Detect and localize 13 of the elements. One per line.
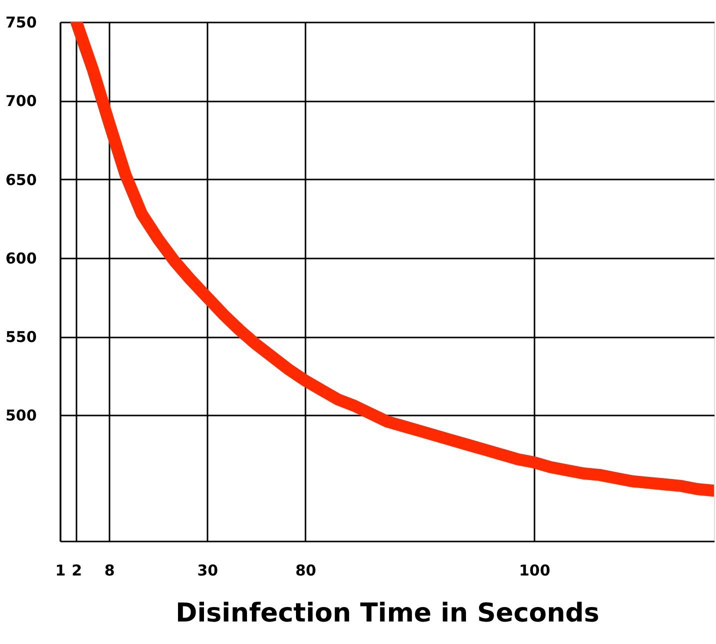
x-tick-label: 30 bbox=[197, 562, 218, 580]
x-tick-label: 80 bbox=[295, 562, 316, 580]
x-tick-label: 2 bbox=[72, 562, 82, 580]
x-tick-label: 1 bbox=[55, 562, 66, 580]
y-tick-label: 750 bbox=[6, 14, 37, 32]
y-tick-label: 550 bbox=[6, 328, 37, 346]
y-tick-label: 700 bbox=[6, 92, 37, 110]
x-axis-title: Disinfection Time in Seconds bbox=[176, 598, 600, 628]
y-tick-label: 650 bbox=[6, 170, 37, 189]
y-tick-label: 600 bbox=[6, 249, 37, 268]
x-tick-label: 8 bbox=[104, 562, 115, 580]
x-tick-label: 100 bbox=[518, 562, 550, 580]
y-tick-label: 500 bbox=[6, 406, 37, 425]
